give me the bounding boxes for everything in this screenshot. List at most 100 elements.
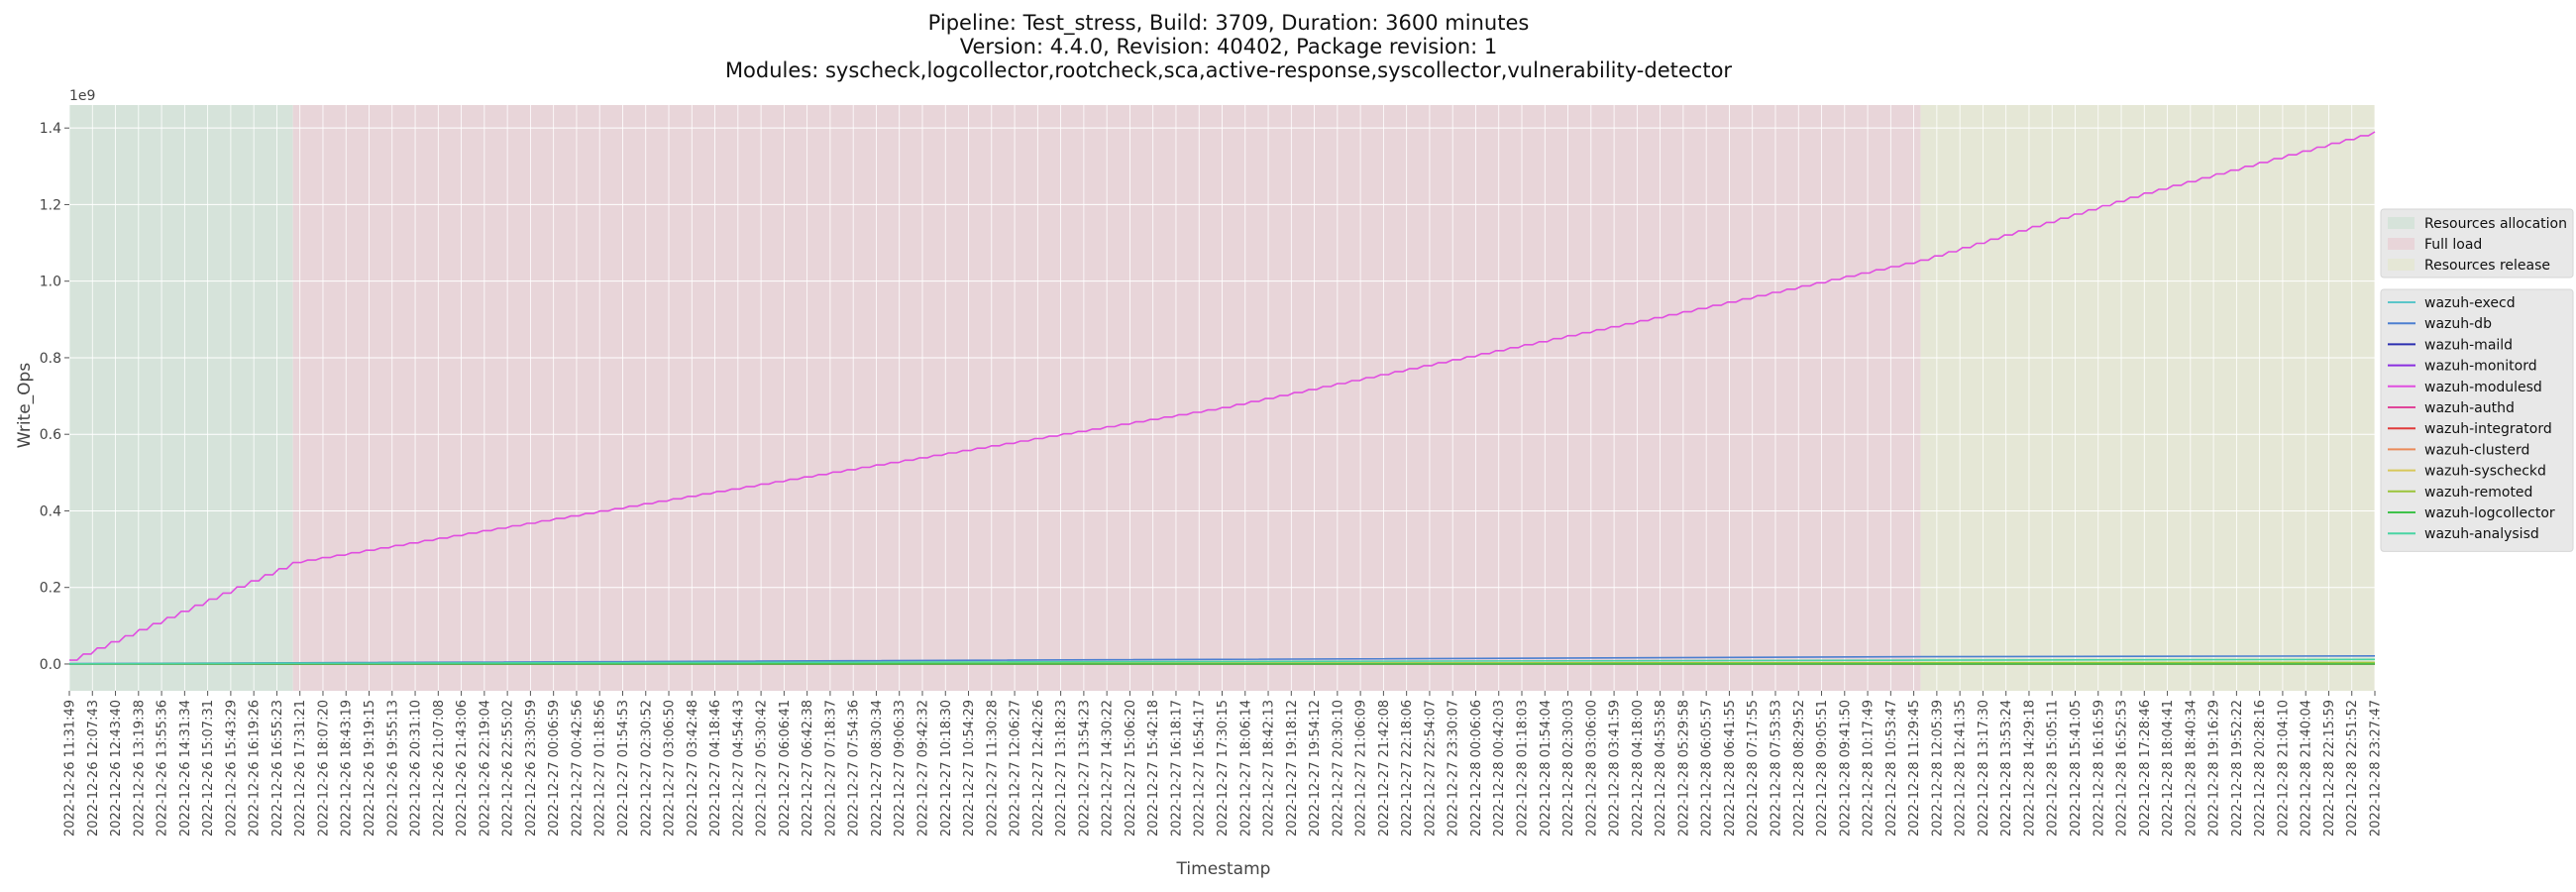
phase-legend: Resources allocation Full load Resources r… bbox=[2380, 208, 2574, 279]
x-tick-label-11: 2022-12-26 18:07:20 bbox=[317, 700, 332, 836]
x-tick-label-66: 2022-12-28 03:06:00 bbox=[1584, 700, 1599, 836]
x-tick-label-48: 2022-12-27 16:18:17 bbox=[1170, 700, 1185, 836]
x-tick-label-39: 2022-12-27 10:54:29 bbox=[962, 700, 977, 836]
legend-label-wazuh-logcollector: wazuh-logcollector bbox=[2424, 505, 2555, 521]
x-tick-label-3: 2022-12-26 13:19:38 bbox=[132, 700, 147, 836]
x-tick-label-60: 2022-12-27 23:30:07 bbox=[1447, 700, 1461, 836]
x-tick-label-38: 2022-12-27 10:18:30 bbox=[939, 700, 954, 836]
series-legend-box bbox=[2380, 288, 2574, 552]
x-tick-label-54: 2022-12-27 19:54:12 bbox=[1308, 700, 1323, 836]
x-tick-label-77: 2022-12-28 09:41:50 bbox=[1838, 700, 1853, 836]
x-tick-label-2: 2022-12-26 12:43:40 bbox=[109, 700, 124, 836]
phase-legend-swatch-1 bbox=[2388, 238, 2415, 250]
x-tick-label-68: 2022-12-28 04:18:00 bbox=[1631, 700, 1646, 836]
x-tick-label-56: 2022-12-27 21:06:09 bbox=[1354, 700, 1369, 836]
x-tick-label-95: 2022-12-28 20:28:16 bbox=[2253, 700, 2268, 836]
x-tick-label-45: 2022-12-27 14:30:22 bbox=[1101, 700, 1116, 836]
x-tick-label-84: 2022-12-28 13:53:24 bbox=[1999, 700, 2014, 836]
x-tick-label-42: 2022-12-27 12:42:26 bbox=[1031, 700, 1046, 836]
x-tick-label-29: 2022-12-27 04:54:43 bbox=[731, 700, 746, 836]
x-tick-label-12: 2022-12-26 18:43:19 bbox=[340, 700, 355, 836]
x-tick-label-76: 2022-12-28 09:05:51 bbox=[1815, 700, 1830, 836]
x-tick-label-17: 2022-12-26 21:43:06 bbox=[455, 700, 470, 836]
x-tick-label-82: 2022-12-28 12:41:35 bbox=[1954, 700, 1969, 836]
x-tick-label-59: 2022-12-27 22:54:07 bbox=[1423, 700, 1438, 836]
x-axis-label: Timestamp bbox=[1176, 859, 1271, 879]
x-tick-label-31: 2022-12-27 06:06:41 bbox=[778, 700, 793, 836]
x-tick-label-79: 2022-12-28 10:53:47 bbox=[1884, 700, 1899, 836]
x-tick-label-90: 2022-12-28 17:28:46 bbox=[2138, 700, 2153, 836]
legend-label-wazuh-clusterd: wazuh-clusterd bbox=[2424, 442, 2529, 458]
chart-title: Pipeline: Test_stress, Build: 3709, Dura… bbox=[725, 11, 1732, 82]
x-tick-label-19: 2022-12-26 22:55:02 bbox=[501, 700, 516, 836]
x-tick-label-46: 2022-12-27 15:06:20 bbox=[1124, 700, 1138, 836]
y-tick-label-2: 0.4 bbox=[40, 503, 61, 519]
x-tick-label-80: 2022-12-28 11:29:45 bbox=[1907, 700, 1922, 836]
x-tick-label-61: 2022-12-28 00:06:06 bbox=[1469, 700, 1484, 836]
x-tick-label-4: 2022-12-26 13:55:36 bbox=[156, 700, 170, 836]
phase-legend-swatch-0 bbox=[2388, 217, 2415, 229]
y-tick-label-0: 0.0 bbox=[40, 657, 61, 673]
x-tick-label-20: 2022-12-26 23:30:59 bbox=[524, 700, 539, 836]
x-tick-label-87: 2022-12-28 15:41:05 bbox=[2069, 700, 2084, 836]
x-tick-label-1: 2022-12-26 12:07:43 bbox=[86, 700, 101, 836]
grid-lines bbox=[68, 105, 2376, 691]
legend-label-wazuh-analysisd: wazuh-analysisd bbox=[2424, 526, 2539, 542]
x-tick-label-62: 2022-12-28 00:42:03 bbox=[1492, 700, 1507, 836]
x-tick-label-71: 2022-12-28 06:05:57 bbox=[1700, 700, 1715, 836]
x-tick-label-70: 2022-12-28 05:29:58 bbox=[1676, 700, 1691, 836]
x-tick-label-23: 2022-12-27 01:18:56 bbox=[593, 700, 608, 836]
y-tick-label-6: 1.2 bbox=[40, 197, 61, 213]
x-tick-label-13: 2022-12-26 19:19:15 bbox=[363, 700, 377, 836]
x-tick-label-6: 2022-12-26 15:07:31 bbox=[201, 700, 216, 836]
x-tick-label-30: 2022-12-27 05:30:42 bbox=[755, 700, 770, 836]
x-tick-label-9: 2022-12-26 16:55:23 bbox=[270, 700, 285, 836]
x-tick-label-100: 2022-12-28 23:27:47 bbox=[2369, 700, 2384, 836]
title-line-3: Modules: syscheck,logcollector,rootcheck… bbox=[725, 58, 1732, 82]
x-tick-label-27: 2022-12-27 03:42:48 bbox=[686, 700, 700, 836]
legend-label-wazuh-authd: wazuh-authd bbox=[2424, 400, 2515, 416]
x-axis-ticks: 2022-12-26 11:31:49 2022-12-26 12:07:43 20… bbox=[63, 691, 2384, 836]
x-tick-label-51: 2022-12-27 18:06:14 bbox=[1238, 700, 1253, 836]
x-tick-label-74: 2022-12-28 07:53:53 bbox=[1770, 700, 1784, 836]
x-tick-label-8: 2022-12-26 16:19:26 bbox=[248, 700, 263, 836]
x-tick-label-58: 2022-12-27 22:18:06 bbox=[1400, 700, 1415, 836]
x-tick-label-75: 2022-12-28 08:29:52 bbox=[1792, 700, 1807, 836]
x-tick-label-52: 2022-12-27 18:42:13 bbox=[1262, 700, 1277, 836]
x-tick-label-86: 2022-12-28 15:05:11 bbox=[2046, 700, 2061, 836]
x-tick-label-91: 2022-12-28 18:04:41 bbox=[2161, 700, 2176, 836]
x-tick-label-40: 2022-12-27 11:30:28 bbox=[985, 700, 1000, 836]
x-tick-label-92: 2022-12-28 18:40:34 bbox=[2184, 700, 2199, 836]
x-tick-label-41: 2022-12-27 12:06:27 bbox=[1009, 700, 1023, 836]
x-tick-label-36: 2022-12-27 09:06:33 bbox=[893, 700, 908, 836]
x-tick-label-99: 2022-12-28 22:51:52 bbox=[2345, 700, 2360, 836]
series-line-wazuh-analysisd bbox=[68, 658, 2376, 665]
title-line-1: Pipeline: Test_stress, Build: 3709, Dura… bbox=[928, 11, 1530, 36]
x-tick-label-32: 2022-12-27 06:42:38 bbox=[801, 700, 815, 836]
x-tick-label-25: 2022-12-27 02:30:52 bbox=[639, 700, 654, 836]
phase-legend-box bbox=[2380, 208, 2574, 279]
x-tick-label-97: 2022-12-28 21:40:04 bbox=[2300, 700, 2314, 836]
x-tick-label-96: 2022-12-28 21:04:10 bbox=[2276, 700, 2291, 836]
y-axis-ticks: 0.0 0.2 0.4 0.6 0.8 1.0 1.2 1.4 bbox=[40, 121, 69, 673]
x-tick-label-65: 2022-12-28 02:30:03 bbox=[1561, 700, 1576, 836]
phase-legend-label-2: Resources release bbox=[2424, 258, 2550, 274]
x-tick-label-89: 2022-12-28 16:52:53 bbox=[2115, 700, 2130, 836]
x-tick-label-43: 2022-12-27 13:18:23 bbox=[1054, 700, 1069, 836]
x-tick-label-44: 2022-12-27 13:54:23 bbox=[1077, 700, 1092, 836]
phase-legend-label-0: Resources allocation bbox=[2424, 216, 2567, 232]
series-legend: wazuh-execd wazuh-db wazuh-maild wazuh-moni… bbox=[2380, 288, 2574, 552]
x-tick-label-5: 2022-12-26 14:31:34 bbox=[178, 700, 193, 836]
phase-band-2 bbox=[1920, 105, 2375, 691]
x-tick-label-73: 2022-12-28 07:17:55 bbox=[1746, 700, 1761, 836]
legend-label-wazuh-remoted: wazuh-remoted bbox=[2424, 485, 2532, 501]
x-tick-label-50: 2022-12-27 17:30:15 bbox=[1216, 700, 1231, 836]
x-tick-label-55: 2022-12-27 20:30:10 bbox=[1331, 700, 1345, 836]
x-tick-label-94: 2022-12-28 19:52:22 bbox=[2230, 700, 2245, 836]
phase-band-0 bbox=[69, 105, 293, 691]
x-tick-label-83: 2022-12-28 13:17:30 bbox=[1977, 700, 1991, 836]
series-line-wazuh-modulesd bbox=[69, 131, 2376, 661]
x-tick-label-16: 2022-12-26 21:07:08 bbox=[432, 700, 447, 836]
x-tick-label-26: 2022-12-27 03:06:50 bbox=[663, 700, 678, 836]
